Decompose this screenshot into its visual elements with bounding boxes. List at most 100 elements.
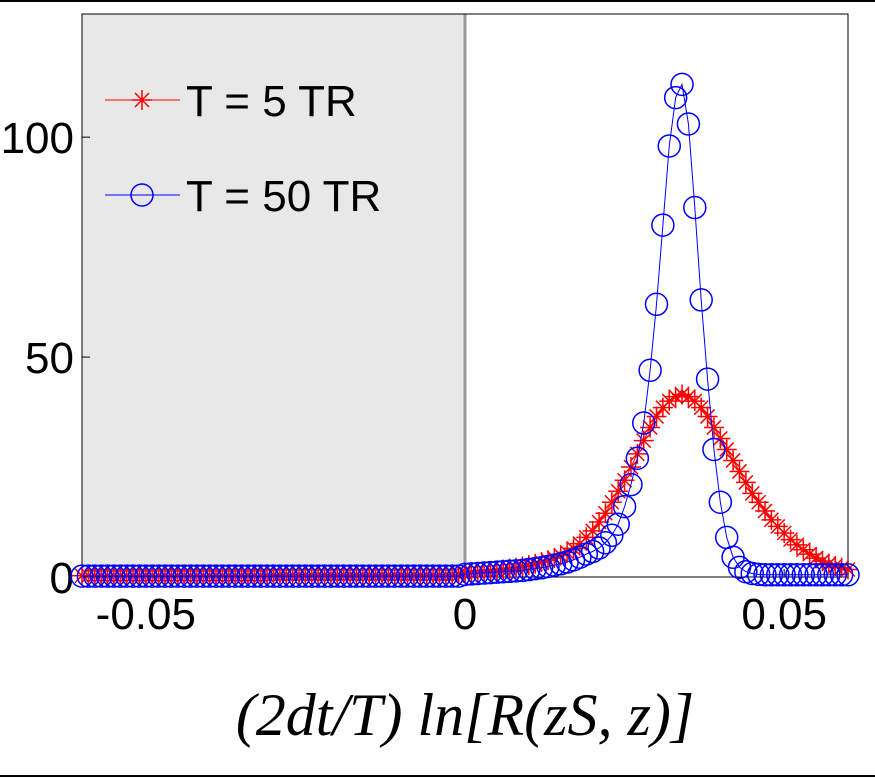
data-point xyxy=(817,563,841,587)
data-point xyxy=(344,564,369,588)
data-point xyxy=(448,564,469,585)
data-point xyxy=(625,446,650,470)
shaded-region xyxy=(82,14,465,577)
data-point xyxy=(612,494,637,519)
data-point xyxy=(518,555,539,576)
data-point xyxy=(102,564,126,588)
data-point xyxy=(619,472,643,497)
data-point xyxy=(293,564,318,588)
data-point xyxy=(606,512,630,536)
data-point xyxy=(383,564,407,588)
legend: T = 5 TR T = 50 TR xyxy=(105,77,381,221)
data-point xyxy=(831,557,852,578)
data-point xyxy=(108,564,133,588)
y-tick-label: 100 xyxy=(1,114,74,163)
data-point xyxy=(723,450,744,471)
data-point xyxy=(197,564,222,588)
data-point xyxy=(710,428,731,449)
data-point xyxy=(319,564,343,588)
data-point xyxy=(153,564,177,588)
data-point xyxy=(638,358,662,383)
data-point xyxy=(146,564,171,588)
x-tick-label: -0.05 xyxy=(96,590,196,639)
data-point xyxy=(735,472,756,493)
data-point xyxy=(274,564,299,588)
data-point xyxy=(663,85,688,110)
data-point xyxy=(512,556,533,577)
data-point xyxy=(287,564,311,588)
data-point xyxy=(829,563,854,587)
data-point xyxy=(525,553,546,574)
data-point xyxy=(657,134,682,158)
data-point xyxy=(631,411,656,435)
data-point xyxy=(166,564,190,588)
data-point xyxy=(395,564,420,588)
data-point xyxy=(306,564,330,588)
data-point xyxy=(159,564,184,588)
data-point xyxy=(70,564,94,588)
data-point xyxy=(89,564,113,588)
data-point xyxy=(786,534,807,555)
data-point xyxy=(746,562,771,587)
data-point xyxy=(504,559,528,583)
data-point xyxy=(759,563,784,587)
series-line xyxy=(82,82,848,577)
data-point xyxy=(261,564,286,588)
data-point xyxy=(640,417,661,438)
data-point xyxy=(280,564,305,588)
data-point xyxy=(810,563,835,587)
data-point xyxy=(248,564,273,588)
data-point xyxy=(580,539,605,564)
data-point xyxy=(338,564,362,588)
data-point xyxy=(76,564,101,588)
data-point xyxy=(236,564,260,588)
data-point xyxy=(217,564,241,588)
data-point xyxy=(351,564,375,588)
data-point xyxy=(95,564,120,588)
data-point xyxy=(453,562,477,587)
data-point xyxy=(797,563,822,587)
data-point xyxy=(672,384,693,405)
data-point xyxy=(506,557,527,578)
data-point xyxy=(497,559,522,584)
x-tick-label: 0 xyxy=(453,590,477,639)
data-point xyxy=(601,492,622,513)
data-point xyxy=(691,397,712,418)
data-point xyxy=(357,564,381,588)
data-point xyxy=(791,563,816,587)
data-point xyxy=(255,564,279,588)
data-point xyxy=(683,195,707,220)
data-point xyxy=(140,564,164,588)
data-point xyxy=(838,559,858,580)
data-point xyxy=(499,558,520,579)
data-point xyxy=(823,563,847,587)
data-point xyxy=(689,288,713,312)
data-point xyxy=(363,564,388,588)
data-point xyxy=(742,483,763,504)
data-point xyxy=(389,564,413,588)
data-point xyxy=(678,386,699,407)
data-point xyxy=(300,564,324,588)
data-point xyxy=(178,564,203,588)
data-point xyxy=(755,501,776,522)
data-point xyxy=(644,292,669,317)
data-point xyxy=(748,492,769,513)
x-axis-label: (2dt/T) ln[R(zS, z)] xyxy=(236,682,694,748)
data-point xyxy=(740,561,764,586)
data-point xyxy=(537,550,558,571)
data-point xyxy=(716,439,737,460)
data-point xyxy=(440,564,464,588)
data-point xyxy=(766,563,790,587)
data-point xyxy=(134,564,158,588)
data-point xyxy=(676,112,701,136)
data-point xyxy=(582,520,603,541)
data-point xyxy=(83,564,107,588)
data-point xyxy=(223,564,247,588)
data-point xyxy=(485,560,509,584)
data-point xyxy=(753,563,777,587)
data-point xyxy=(799,544,820,565)
data-point xyxy=(702,437,726,462)
data-point xyxy=(229,564,254,588)
data-point xyxy=(708,490,733,514)
